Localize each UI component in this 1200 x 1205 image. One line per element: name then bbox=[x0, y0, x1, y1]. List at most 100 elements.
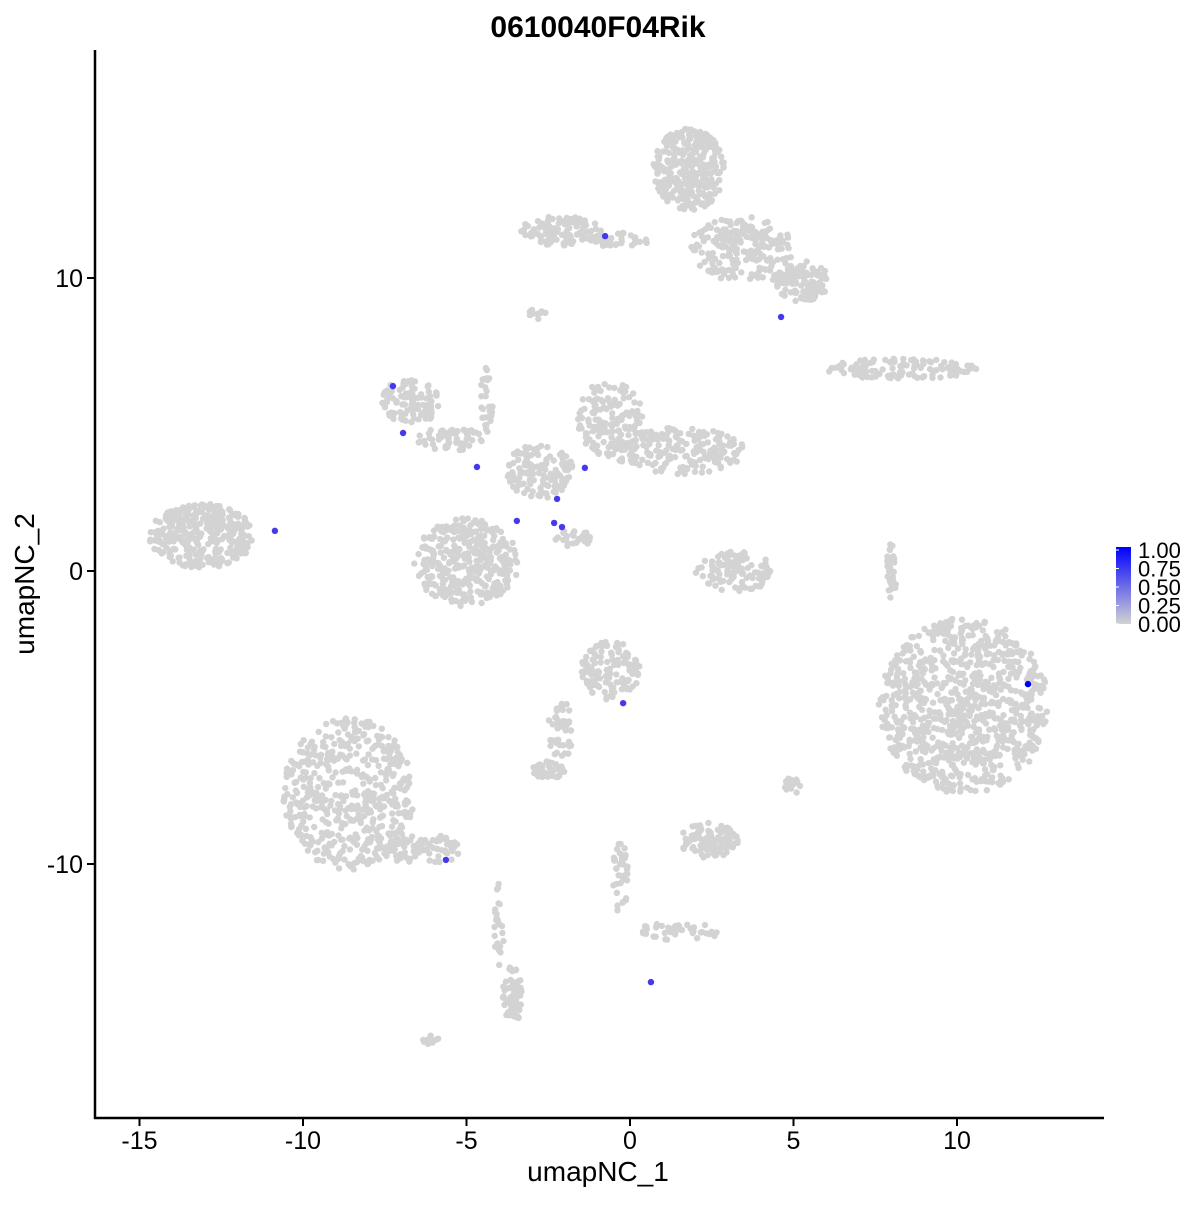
cell-point bbox=[579, 659, 586, 666]
cell-point bbox=[701, 178, 709, 185]
cell-point bbox=[560, 241, 567, 248]
cell-point bbox=[426, 434, 433, 442]
cell-point bbox=[689, 823, 696, 830]
cell-point bbox=[884, 372, 892, 380]
cell-point bbox=[955, 734, 963, 741]
cell-point bbox=[741, 584, 749, 591]
cell-point bbox=[708, 253, 715, 260]
cell-point bbox=[465, 527, 472, 534]
cell-point bbox=[719, 252, 727, 260]
cell-point bbox=[1011, 658, 1018, 665]
cell-point bbox=[332, 769, 339, 776]
cell-point bbox=[320, 850, 328, 857]
cell-point bbox=[954, 703, 962, 710]
cell-point bbox=[695, 187, 702, 194]
cell-point bbox=[166, 553, 173, 561]
cell-point bbox=[693, 444, 700, 451]
cell-point bbox=[894, 666, 902, 673]
cell-point bbox=[982, 634, 990, 642]
cell-point bbox=[713, 146, 720, 154]
cell-point bbox=[760, 563, 767, 570]
cell-point bbox=[667, 131, 674, 138]
cell-point bbox=[816, 283, 824, 290]
cell-point bbox=[418, 411, 426, 418]
colorbar-tick-label: 1.00 bbox=[1138, 538, 1181, 563]
cell-point bbox=[913, 642, 920, 650]
cell-point bbox=[422, 564, 430, 572]
cell-point bbox=[406, 810, 413, 817]
cell-point bbox=[636, 238, 643, 245]
cell-point bbox=[958, 616, 966, 623]
cell-point bbox=[509, 539, 516, 546]
cell-point bbox=[947, 772, 955, 779]
cell-point bbox=[672, 427, 679, 435]
cell-point bbox=[569, 540, 577, 547]
cell-point bbox=[650, 933, 657, 940]
cell-point bbox=[1002, 633, 1009, 640]
cell-point bbox=[613, 659, 621, 666]
cell-point bbox=[664, 157, 672, 164]
cell-point bbox=[584, 540, 591, 547]
cell-point bbox=[674, 442, 681, 449]
cell-point bbox=[445, 438, 452, 446]
cell-point bbox=[712, 446, 720, 454]
cell-point bbox=[989, 774, 996, 781]
cell-point bbox=[740, 230, 748, 238]
cell-point bbox=[694, 195, 701, 203]
cell-point bbox=[952, 360, 960, 368]
cell-point bbox=[386, 392, 393, 400]
cell-point bbox=[307, 774, 314, 782]
cell-point bbox=[313, 797, 320, 805]
cell-point bbox=[613, 865, 620, 872]
cell-point bbox=[517, 977, 524, 984]
cell-point bbox=[614, 402, 621, 409]
cell-point bbox=[1002, 626, 1009, 633]
cell-point bbox=[882, 706, 889, 713]
cell-point bbox=[325, 767, 332, 774]
cell-point bbox=[900, 670, 907, 677]
cell-point bbox=[944, 629, 951, 636]
cell-point bbox=[997, 686, 1004, 693]
cell-point bbox=[322, 796, 329, 804]
cell-point bbox=[507, 976, 514, 984]
cell-point bbox=[323, 720, 330, 728]
cell-point bbox=[426, 841, 433, 848]
cell-point bbox=[766, 225, 774, 232]
cell-point bbox=[917, 716, 925, 723]
cell-point bbox=[485, 575, 492, 583]
cell-point bbox=[401, 799, 409, 806]
cell-point bbox=[374, 732, 381, 740]
cell-point bbox=[300, 783, 307, 790]
cell-point bbox=[932, 767, 939, 774]
cell-point bbox=[936, 709, 943, 716]
cell-point bbox=[1006, 696, 1013, 704]
cell-point bbox=[567, 727, 575, 734]
cell-point bbox=[700, 200, 707, 207]
cell-point bbox=[449, 847, 456, 855]
cell-point bbox=[399, 401, 406, 408]
cell-point bbox=[543, 758, 550, 765]
cell-point bbox=[662, 148, 670, 155]
cell-point bbox=[962, 646, 969, 653]
cell-point bbox=[619, 382, 626, 389]
cell-point bbox=[390, 742, 397, 749]
cell-point bbox=[1007, 670, 1015, 677]
cell-point bbox=[372, 781, 380, 789]
cell-point bbox=[585, 396, 593, 403]
cell-point bbox=[996, 675, 1004, 683]
cell-point bbox=[400, 775, 408, 782]
cell-point bbox=[165, 512, 172, 519]
cell-point bbox=[1007, 737, 1014, 744]
cell-point bbox=[859, 363, 866, 370]
cell-point bbox=[642, 236, 650, 243]
cell-point bbox=[1032, 663, 1039, 670]
cell-point bbox=[719, 159, 726, 166]
cell-point bbox=[426, 534, 433, 541]
cell-point bbox=[906, 750, 913, 757]
cell-point bbox=[319, 816, 326, 823]
cell-point bbox=[948, 657, 955, 664]
cell-point bbox=[902, 687, 909, 694]
cell-point bbox=[163, 533, 171, 540]
cell-point bbox=[928, 680, 936, 688]
